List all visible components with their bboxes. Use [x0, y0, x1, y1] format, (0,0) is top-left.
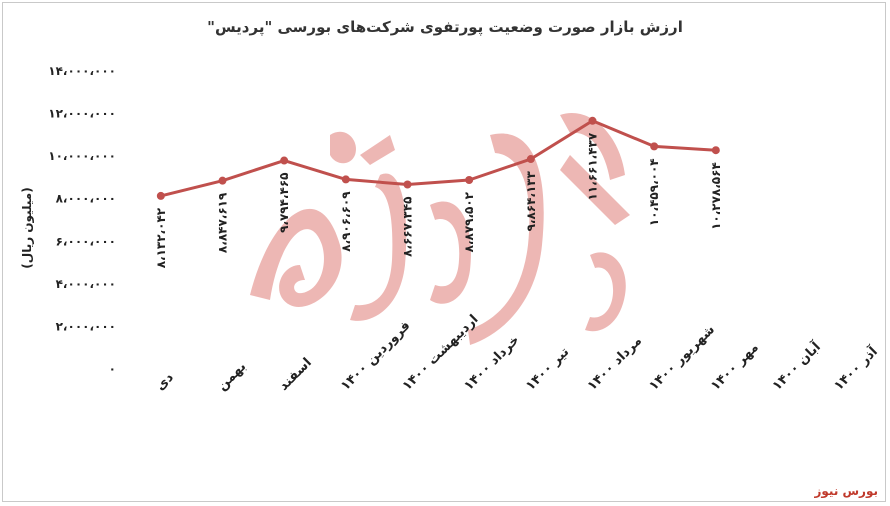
- y-tick-label: ۴،۰۰۰،۰۰۰: [56, 277, 116, 291]
- data-label: ۸،۸۴۷،۶۱۹: [216, 192, 230, 253]
- data-label: ۸،۹۰۶،۶۰۹: [339, 191, 353, 252]
- data-point: [218, 176, 227, 185]
- data-point: [711, 146, 720, 155]
- x-tick-label: تیر ۱۴۰۰: [523, 345, 572, 394]
- data-label: ۹،۷۹۴،۴۶۵: [277, 173, 291, 233]
- y-tick-label: ۸،۰۰۰،۰۰۰: [56, 192, 116, 206]
- y-tick-label: ۶،۰۰۰،۰۰۰: [56, 234, 116, 248]
- data-label: ۱۰،۲۷۸،۵۶۴: [709, 162, 723, 230]
- data-point: [526, 155, 535, 164]
- y-tick-label: ۰: [109, 362, 116, 376]
- data-label: ۹،۸۶۴،۱۳۳: [524, 170, 538, 231]
- chart-title: ارزش بازار صورت وضعیت پورتفوی شرکت‌های ب…: [207, 18, 683, 36]
- data-point: [156, 191, 165, 200]
- data-point: [650, 142, 659, 151]
- x-tick-label: دی: [153, 370, 177, 394]
- x-tick-label: مرداد ۱۴۰۰: [585, 334, 645, 394]
- data-label: ۱۱،۶۶۱،۴۳۷: [586, 132, 600, 200]
- data-label: ۸،۱۳۲،۰۴۲: [154, 207, 168, 268]
- watermark-logo: [250, 113, 630, 345]
- y-tick-label: ۲،۰۰۰،۰۰۰: [56, 319, 116, 333]
- data-point: [280, 156, 289, 165]
- data-label: ۸،۸۷۹،۵۰۲: [462, 191, 476, 252]
- data-point: [341, 175, 350, 184]
- data-label: ۸،۶۶۷،۳۴۵: [401, 197, 415, 257]
- x-tick-label: مهر ۱۴۰۰: [708, 340, 762, 394]
- y-tick-label: ۱۲،۰۰۰،۰۰۰: [48, 107, 116, 121]
- x-tick-label: بهمن: [215, 359, 250, 394]
- data-point: [465, 175, 474, 184]
- x-tick-label: اسفند: [276, 355, 314, 393]
- data-point: [403, 180, 412, 189]
- series-line: [160, 119, 716, 198]
- x-tick-label: آبان ۱۴۰۰: [768, 338, 824, 394]
- source-label: بورس نیوز: [814, 484, 878, 498]
- y-tick-label: ۱۰،۰۰۰،۰۰۰: [48, 149, 116, 163]
- x-tick-label: آذر ۱۴۰۰: [830, 343, 881, 394]
- y-tick-label: ۱۴،۰۰۰،۰۰۰: [48, 64, 116, 78]
- x-tick-label: خرداد ۱۴۰۰: [461, 333, 522, 394]
- data-point: [588, 116, 597, 125]
- data-label: ۱۰،۴۵۹،۰۰۴: [647, 158, 661, 226]
